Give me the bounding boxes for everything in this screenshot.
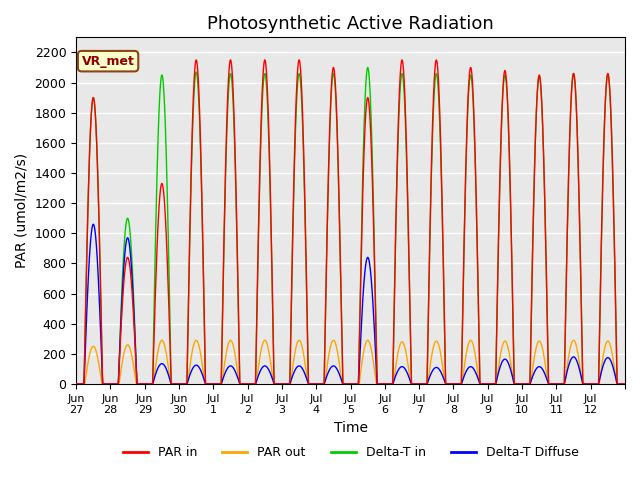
Text: VR_met: VR_met: [82, 55, 134, 68]
Legend: PAR in, PAR out, Delta-T in, Delta-T Diffuse: PAR in, PAR out, Delta-T in, Delta-T Dif…: [118, 442, 584, 465]
Title: Photosynthetic Active Radiation: Photosynthetic Active Radiation: [207, 15, 494, 33]
X-axis label: Time: Time: [333, 421, 367, 435]
Y-axis label: PAR (umol/m2/s): PAR (umol/m2/s): [15, 153, 29, 268]
